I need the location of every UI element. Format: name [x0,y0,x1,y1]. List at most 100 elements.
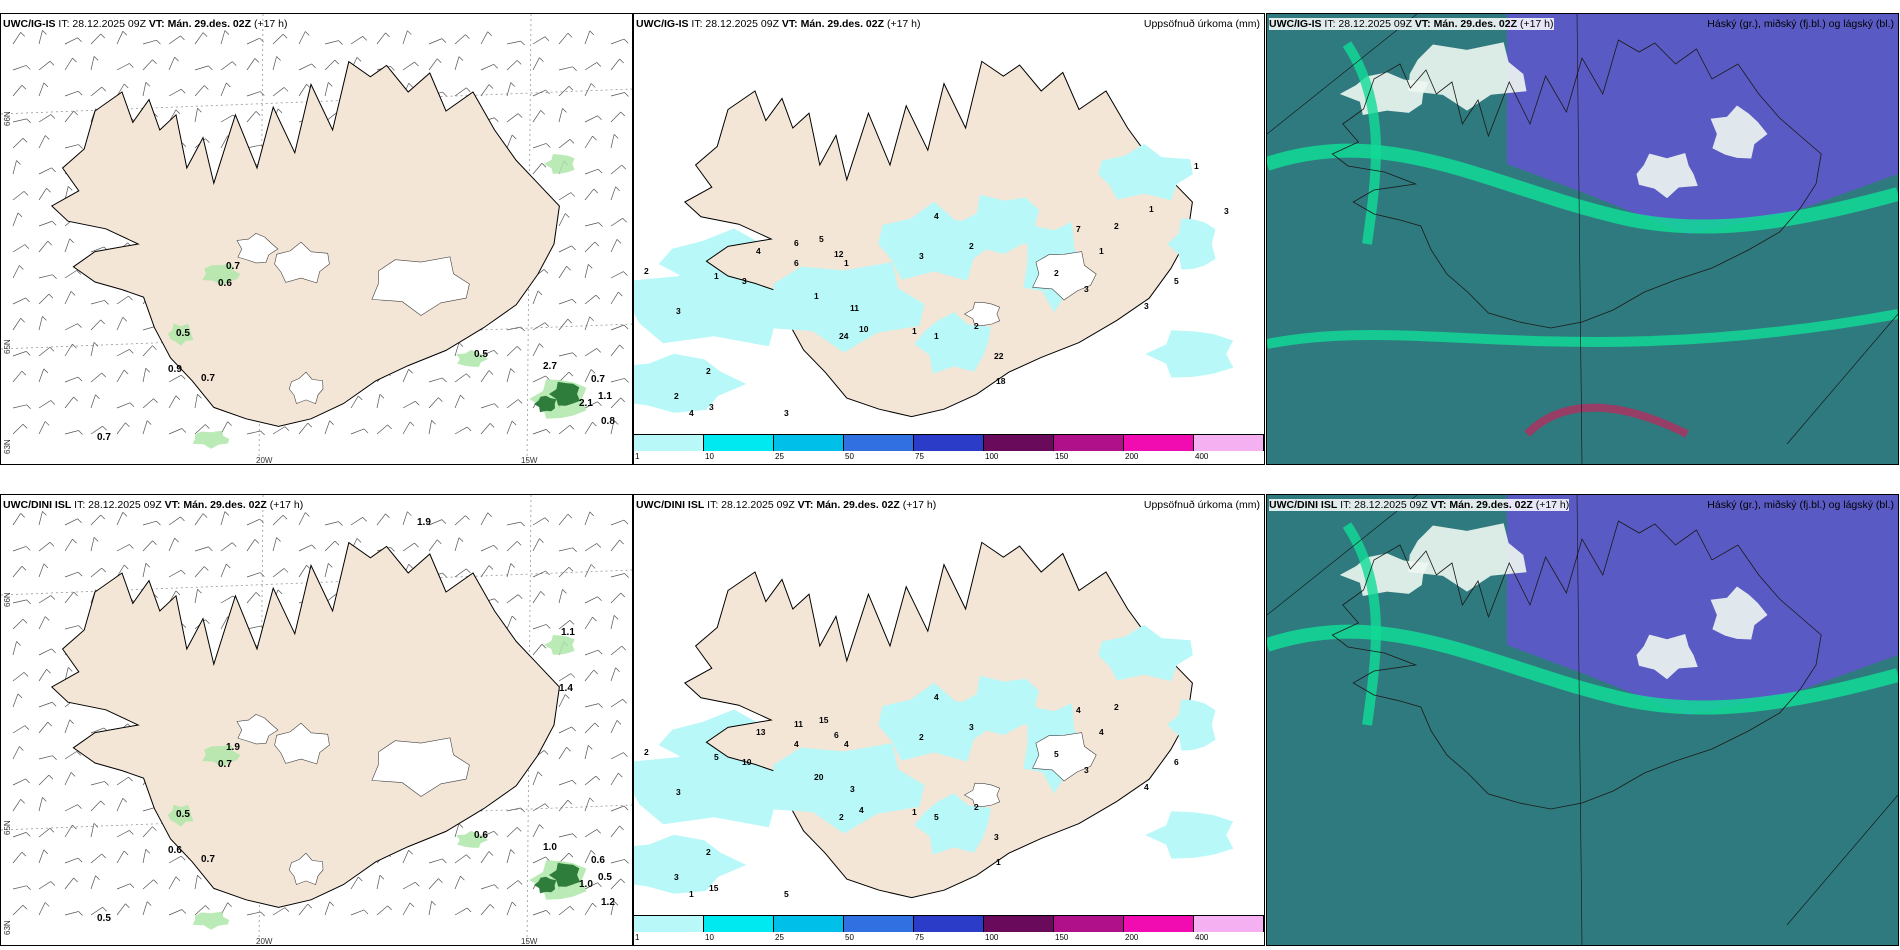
panel-variable-title: Háský (gr.), miðský (fj.bl.) og lágský (… [1707,18,1894,30]
axis-label-lat: 63N [3,920,12,935]
precip-amount-label: 13 [756,727,766,737]
axis-label-lat: 63N [3,439,12,454]
precip-amount-label: 1 [714,271,719,281]
precip-map-panel-bottom: UWC/DINI ISL IT: 28.12.2025 09Z VT: Mán.… [633,494,1265,946]
precip-value-label: 0.7 [591,374,605,385]
precip-amount-label: 4 [1099,727,1104,737]
init-time: 28.12.2025 09Z [88,499,162,511]
map-canvas: 231 364 1262234315124111034221221817213235… [634,60,1234,418]
precip-amount-label: 1 [912,807,917,817]
map-canvas: 1.9 0.7 0.5 0.6 0.7 0.6 1.0 0.6 0.5 1.0 1.2 0.5 1.9 1… [1,495,632,945]
panel-variable-title: Uppsöfnuð úrkoma (mm) [1143,18,1260,30]
precip-value-label: 1.0 [579,879,593,890]
precip-value-label: 0.5 [176,809,190,820]
precip-amount-label: 3 [1144,301,1149,311]
panel-title: UWC/DINI ISL IT: 28.12.2025 09Z VT: Mán.… [1269,499,1570,511]
legend-swatch: 200 [1124,435,1194,461]
legend-swatch: 75 [914,916,984,942]
precip-amount-label: 2 [974,802,979,812]
precip-amount-label: 2 [1114,702,1119,712]
precip-amount-label: 1 [996,857,1001,867]
legend-swatch: 75 [914,435,984,461]
precip-amount-label: 3 [969,722,974,732]
precip-amount-label: 11 [794,719,803,729]
precip-amount-label: 3 [850,784,855,794]
axis-label-lon: 20W [256,456,273,465]
precip-amount-label: 2 [974,321,979,331]
precip-amount-label: 6 [834,730,839,740]
precip-amount-label: 5 [934,812,939,822]
precip-amount-label: 3 [1224,206,1229,216]
precip-amount-label: 6 [1174,757,1179,767]
axis-label-lat: 65N [3,339,12,354]
precip-value-label: 0.5 [176,328,190,339]
precip-value-label: 1.1 [561,627,575,638]
legend-swatch: 150 [1054,916,1124,942]
precip-amount-label: 15 [819,715,829,725]
precip-value-label: 0.6 [474,830,488,841]
precip-value-label: 2.7 [543,361,557,372]
init-time: 28.12.2025 09Z [1354,499,1428,511]
precip-amount-label: 3 [784,408,789,418]
precip-amount-label: 1 [934,331,939,341]
precip-amount-label: 4 [844,739,849,749]
model-name: UWC/DINI ISL [636,499,705,511]
axis-label-lon: 15W [521,937,538,946]
precip-amount-label: 11 [850,303,859,313]
valid-time: Mán. 29.des. 02Z [1449,499,1533,511]
legend-label: 10 [705,933,714,942]
precip-value-label: 1.0 [543,842,557,853]
panel-title: UWC/DINI ISL IT: 28.12.2025 09Z VT: Mán.… [3,499,304,511]
axis-label-lat: 66N [3,111,12,126]
precip-amount-label: 2 [706,366,711,376]
init-time: 28.12.2025 09Z [72,18,146,30]
precip-amount-label: 2 [644,747,649,757]
precip-amount-label: 24 [839,331,849,341]
precip-amount-label: 5 [784,889,789,899]
precip-value-label: 0.7 [201,373,215,384]
panel-variable-title: Háský (gr.), miðský (fj.bl.) og lágský (… [1707,499,1894,511]
map-canvas: 0.7 0.6 0.5 0.9 0.7 0.5 2.7 0.7 1.1 2.1 0.8 0.7 [1,14,632,464]
map-canvas [1267,495,1898,945]
panel-title: UWC/IG-IS IT: 28.12.2025 09Z VT: Mán. 29… [1269,18,1554,30]
precip-amount-label: 5 [1054,749,1059,759]
precip-amount-label: 10 [859,324,869,334]
legend-swatch: 400 [1194,916,1264,942]
legend-swatch: 400 [1194,435,1264,461]
legend-swatch: 150 [1054,435,1124,461]
valid-time: Mán. 29.des. 02Z [800,18,885,30]
precip-value-label: 2.1 [579,398,593,409]
axis-label-lat: 66N [3,592,12,607]
legend-swatch: 100 [984,916,1054,942]
precip-amount-label: 2 [969,241,974,251]
precip-amount-label: 4 [1144,782,1149,792]
precip-amount-label: 20 [814,772,824,782]
cloud-map-panel-bottom: UWC/DINI ISL IT: 28.12.2025 09Z VT: Mán.… [1266,494,1899,946]
legend-label: 400 [1195,933,1209,942]
precip-amount-label: 2 [644,266,649,276]
precip-value-label: 0.5 [598,872,612,883]
valid-time: Mán. 29.des. 02Z [167,18,252,30]
precip-value-label: 1.2 [601,897,615,908]
precip-value-label: 1.9 [226,742,240,753]
precip-amount-label: 1 [814,291,819,301]
precip-amount-label: 3 [676,787,681,797]
precip-amount-label: 5 [714,752,719,762]
panel-title: UWC/IG-IS IT: 28.12.2025 09Z VT: Mán. 29… [3,18,288,30]
precip-amount-label: 3 [674,872,679,882]
legend-swatch: 50 [844,435,914,461]
panel-variable-title: Uppsöfnuð úrkoma (mm) [1143,499,1260,511]
legend-label: 1 [635,452,640,461]
precip-legend: 1 10 25 50 75 100 150 200 400 [634,434,1264,461]
legend-label: 100 [985,933,999,942]
legend-swatch: 200 [1124,916,1194,942]
precip-amount-label: 1 [1194,161,1199,171]
precip-amount-label: 3 [994,832,999,842]
precip-value-label: 0.6 [218,278,232,289]
precip-amount-label: 6 [794,238,799,248]
axis-label-lon: 20W [256,937,273,946]
legend-swatch: 25 [774,435,844,461]
legend-swatch: 10 [704,916,774,942]
map-canvas [1267,14,1898,464]
